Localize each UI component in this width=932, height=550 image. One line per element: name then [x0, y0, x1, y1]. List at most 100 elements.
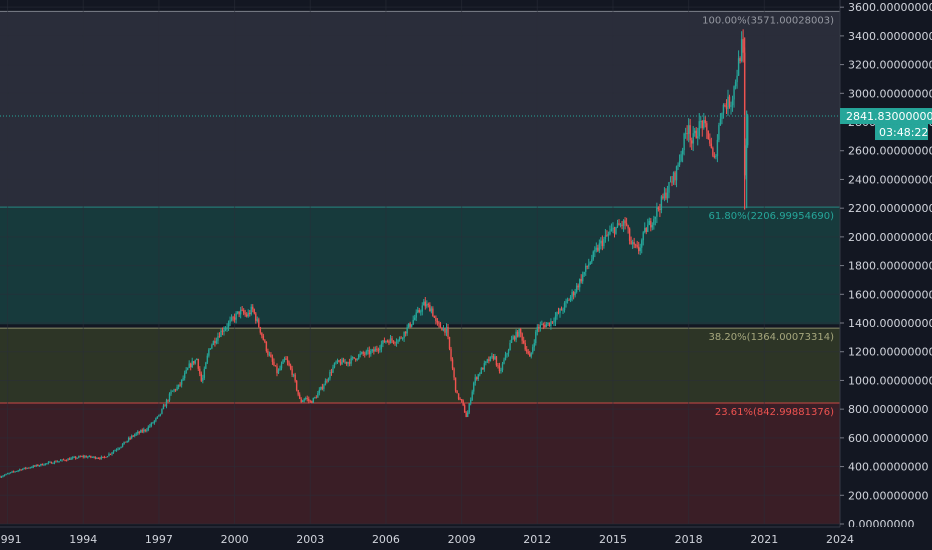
candle-body: [656, 207, 658, 217]
candle-body: [383, 340, 386, 343]
candle-body: [578, 279, 581, 288]
candle-body: [577, 285, 579, 288]
candle-body: [736, 75, 738, 83]
candle-body: [460, 399, 463, 401]
candle-body: [84, 456, 86, 458]
candle-body: [341, 359, 343, 365]
candle-body: [532, 347, 534, 353]
candle-body: [132, 435, 134, 437]
x-tick-label-6: 2009: [448, 533, 476, 546]
candle-body: [471, 391, 473, 400]
candle-body: [283, 358, 286, 361]
candle-body: [292, 374, 295, 376]
candle-body: [506, 353, 508, 355]
candle-body: [477, 374, 479, 380]
candle-body: [158, 414, 160, 417]
candle-body: [429, 304, 431, 312]
candle-body: [37, 464, 39, 466]
candle-body: [34, 465, 36, 467]
candle-body: [553, 321, 555, 323]
candle-body: [494, 356, 496, 360]
fib-label-3: 23.61%(842.99881376): [715, 407, 834, 418]
candle-body: [255, 313, 257, 321]
candle-body: [229, 320, 231, 323]
candle-body: [583, 271, 585, 275]
candle-body: [0, 476, 1, 478]
candle-body: [246, 314, 248, 317]
candle-body: [613, 227, 616, 234]
candle-body: [64, 459, 66, 461]
candle-body: [482, 368, 484, 370]
candle-body: [382, 340, 384, 345]
candle-body: [634, 244, 637, 246]
time-axis[interactable]: 1991 1994 1997 2000 2003 2006 2009 2012 2015 2018…: [0, 533, 854, 546]
candle-body: [392, 340, 395, 343]
candle-body: [677, 164, 679, 167]
candle-body: [588, 264, 590, 267]
candle-body: [285, 358, 287, 360]
candle-body: [324, 380, 327, 386]
candle-body: [591, 259, 593, 263]
candle-body: [350, 357, 352, 364]
candle-body: [320, 386, 322, 390]
candle-body: [364, 353, 366, 355]
candle-body: [314, 397, 316, 399]
candle-body: [126, 440, 128, 443]
candle-body: [521, 333, 523, 341]
candle-body: [724, 104, 726, 107]
candle-body: [518, 329, 520, 337]
price-axis[interactable]: 0.00000000200.00000000400.00000000600.00…: [840, 1, 932, 531]
candle-body: [29, 467, 31, 469]
candle-body: [90, 455, 92, 458]
candle-body: [737, 58, 740, 76]
candle-body: [395, 342, 398, 344]
fib-zone-0: [0, 11, 840, 208]
candle-body: [43, 464, 45, 466]
candle-body: [671, 181, 673, 183]
candle-body: [85, 456, 87, 458]
candle-body: [191, 361, 193, 368]
candle-body: [96, 458, 98, 459]
candle-body: [209, 348, 212, 350]
candle-body: [0, 476, 3, 478]
y-tick-label-4: 800.00000000: [848, 403, 928, 416]
x-tick-label-11: 2024: [826, 533, 854, 546]
candle-body: [544, 324, 546, 328]
candle-body: [701, 120, 703, 129]
candle-body: [733, 86, 735, 100]
candle-body: [22, 468, 24, 471]
y-tick-label-11: 2200.00000000: [848, 202, 932, 215]
candle-body: [483, 363, 486, 370]
candle-body: [367, 350, 369, 352]
candle-body: [220, 330, 222, 337]
candle-body: [622, 220, 625, 226]
candle-body: [288, 362, 290, 366]
candle-body: [344, 361, 346, 363]
candle-body: [379, 348, 381, 351]
candle-body: [712, 148, 714, 156]
candle-body: [403, 331, 405, 339]
candle-body: [554, 316, 557, 322]
candle-body: [433, 315, 436, 318]
candle-body: [32, 465, 34, 468]
candle-body: [203, 368, 206, 378]
candle-body: [684, 133, 687, 135]
candle-body: [503, 359, 505, 364]
candle-body: [631, 242, 634, 245]
candle-body: [76, 457, 78, 459]
candle-body: [300, 398, 302, 402]
candle-body: [28, 467, 30, 469]
candle-body: [642, 232, 644, 241]
candle-body: [680, 154, 682, 161]
candle-body: [253, 309, 255, 314]
candle-body: [174, 389, 177, 391]
y-tick-label-15: 3000.00000000: [848, 87, 932, 100]
candle-body: [730, 105, 732, 107]
candle-body: [345, 361, 348, 364]
candle-body: [585, 265, 587, 272]
candle-body: [526, 349, 528, 352]
candle-body: [713, 155, 716, 158]
candle-body: [690, 140, 693, 144]
candle-body: [721, 112, 723, 119]
candle-body: [277, 370, 280, 374]
